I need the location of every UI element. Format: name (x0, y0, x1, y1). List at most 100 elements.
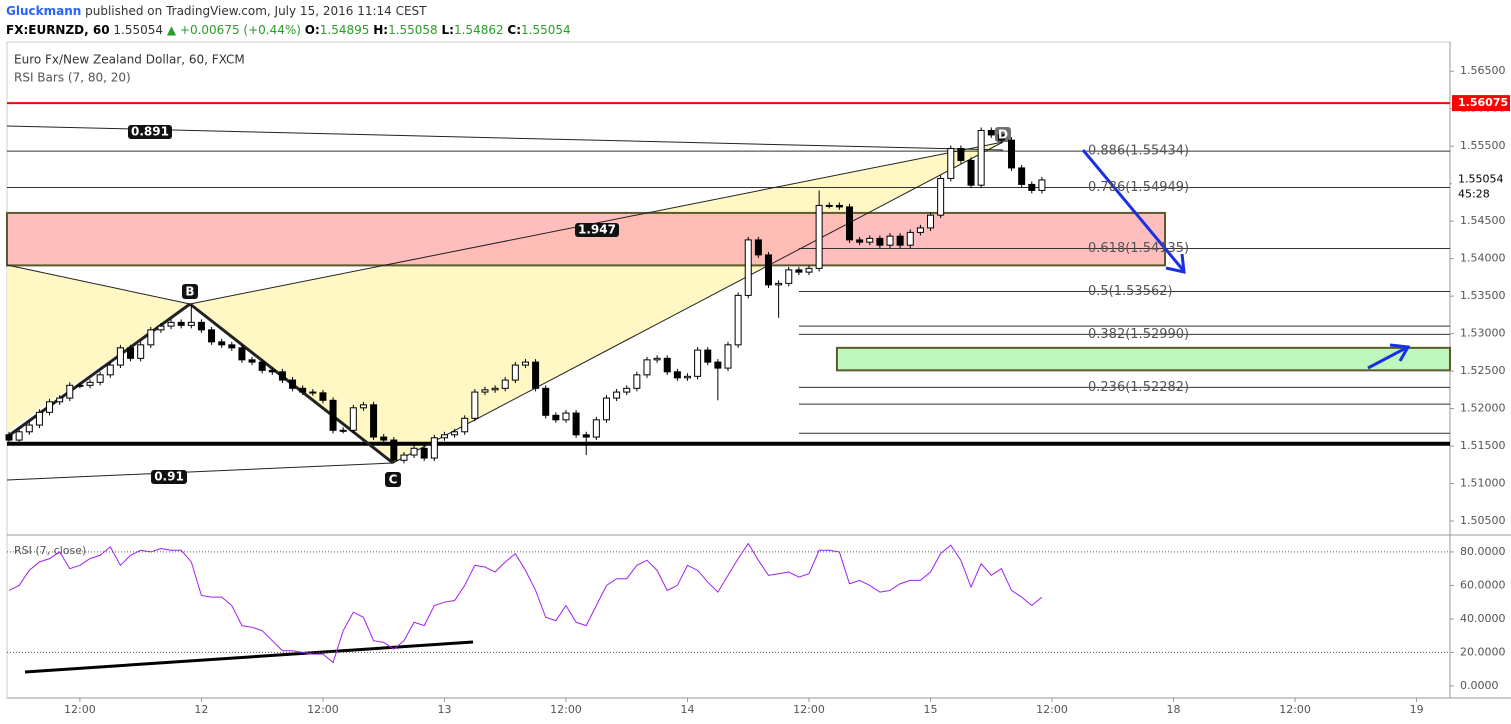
candle-body (602, 397, 610, 421)
fib-label: 0.5(1.53562) (1088, 284, 1173, 299)
candle-body (805, 267, 813, 273)
candle-body (704, 349, 712, 363)
pattern-fill (7, 265, 190, 432)
zone (835, 346, 1451, 372)
rsi-line (8, 542, 1043, 664)
candle-body (967, 159, 975, 186)
candle-body (623, 387, 631, 393)
candle-body (218, 341, 226, 346)
x-tick-label: 13 (437, 703, 451, 716)
candle-body (876, 237, 884, 246)
candle-body (5, 434, 13, 441)
y-tick-label: 1.52500 (1460, 364, 1506, 377)
candle-body (349, 407, 357, 431)
candle-body (653, 357, 661, 361)
arrows (1081, 149, 1411, 370)
candle-body (1018, 167, 1026, 185)
pattern-label: 1.947 (578, 223, 616, 237)
y-tick-label: 60.0000 (1460, 578, 1506, 591)
ohlc-value: 1.54862 (453, 23, 504, 37)
drawings (7, 142, 1003, 463)
candle-body (613, 391, 621, 399)
x-tick-label: 12 (194, 703, 208, 716)
candle-body (906, 231, 914, 246)
price-tag-label: 1.56075 (1458, 96, 1508, 109)
candle-body (299, 387, 307, 393)
label-box (575, 223, 619, 237)
last-price-tag (1452, 170, 1510, 199)
candle-body (592, 419, 600, 438)
candle-body (1038, 179, 1046, 191)
fib-label: 0.382(1.52990) (1088, 327, 1189, 342)
ohlc-key: O: (304, 23, 320, 37)
candle-body (440, 434, 448, 439)
arrow (1081, 149, 1185, 271)
candle-body (177, 321, 185, 326)
x-tick-label: 15 (924, 703, 938, 716)
ohlc-key: C: (507, 23, 522, 37)
candle-body (511, 364, 519, 381)
candle-body (532, 361, 540, 389)
candle-body (420, 447, 428, 459)
candle-body (56, 397, 64, 403)
candle-body (754, 239, 762, 256)
candle-body (764, 254, 772, 286)
pattern-label: B (185, 285, 194, 299)
candle-body (66, 384, 74, 399)
pattern-label: 0.891 (131, 125, 169, 139)
y-tick-label: 1.52000 (1460, 402, 1506, 415)
candle-body (380, 436, 388, 441)
candle-body (886, 235, 894, 246)
candle-body (694, 349, 702, 377)
candle-body (481, 389, 489, 393)
author[interactable]: Gluckmann (6, 4, 82, 18)
candle-body (552, 414, 560, 421)
header-row: FX:EURNZD, 60 1.55054 ▲ +0.00675 (+0.44%… (6, 21, 571, 40)
candle-body (390, 439, 398, 461)
candle-body (309, 391, 317, 394)
change: ▲ +0.00675 (+0.44%) (166, 23, 301, 37)
candle-body (744, 239, 752, 296)
candle-body (400, 454, 408, 461)
ratio-line (6, 125, 1004, 151)
candle-body (15, 431, 23, 441)
pattern-labels: 0.891 1.947 0.91 B C D (128, 125, 1011, 487)
label-box (385, 472, 401, 487)
rsi-title: RSI (7, close) (14, 544, 86, 557)
y-tick-label: 80.0000 (1460, 545, 1506, 558)
candle-body (825, 204, 833, 207)
price: 1.55054 (113, 23, 164, 37)
candle-body (46, 401, 54, 413)
candle-body (987, 129, 995, 136)
fib-label: 0.618(1.54135) (1088, 241, 1189, 256)
fib-label: 0.886(1.55434) (1088, 144, 1189, 159)
candle-body (562, 412, 570, 421)
candle-body (1028, 183, 1036, 191)
candle-body (451, 431, 459, 436)
ratio-line (6, 462, 394, 481)
candle-body (127, 347, 135, 359)
candle-body (238, 347, 246, 361)
candle-body (856, 239, 864, 243)
candle-body (633, 374, 641, 389)
x-tick-label: 19 (1410, 703, 1424, 716)
pattern-leg (6, 264, 191, 305)
x-tick-label: 12:00 (307, 703, 339, 716)
candles (5, 127, 1046, 464)
candle-body (491, 387, 499, 391)
candle-body (572, 412, 580, 436)
candle-body (521, 361, 529, 366)
pattern-fill (190, 142, 1003, 463)
ohlc-value: 1.54895 (319, 23, 370, 37)
y-tick-label: 40.0000 (1460, 612, 1506, 625)
pattern-leg (392, 141, 1004, 464)
candle-body (835, 204, 843, 208)
y-tick-label: 20.0000 (1460, 645, 1506, 658)
candle-body (977, 129, 985, 186)
candle-body (86, 381, 94, 386)
candle-body (319, 392, 327, 401)
y-tick-label: 1.54500 (1460, 214, 1506, 227)
candle-body (228, 344, 236, 349)
y-tick-label: 0.0000 (1460, 679, 1499, 692)
chart-title: Euro Fx/New Zealand Dollar, 60, FXCM (14, 53, 245, 67)
